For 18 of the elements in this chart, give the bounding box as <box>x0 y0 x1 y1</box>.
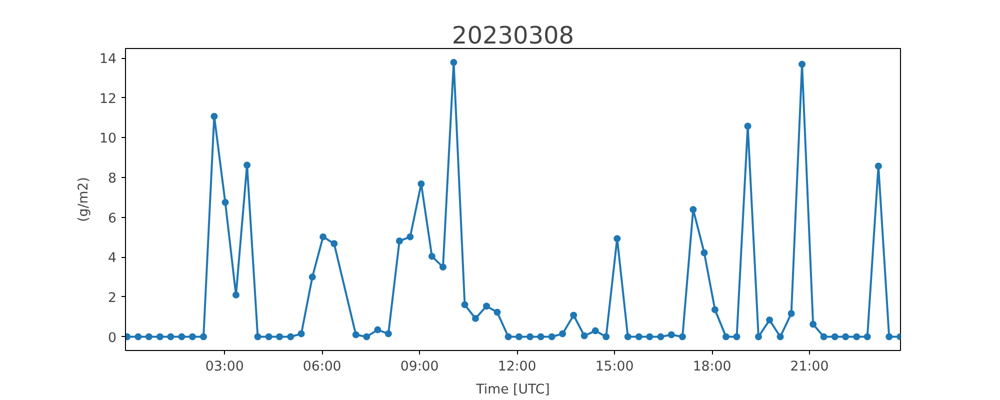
x-axis-title: Time [UTC] <box>475 382 550 398</box>
chart-title: 20230308 <box>452 22 574 50</box>
x-tick-label: 06:00 <box>302 360 342 374</box>
x-tick-label: 12:00 <box>498 360 536 374</box>
x-tick-label: 09:00 <box>400 360 439 374</box>
y-tick-label: 8 <box>108 172 117 186</box>
y-tick-label: 6 <box>108 211 117 226</box>
y-tick-label: 14 <box>100 52 117 68</box>
x-tick-label: 18:00 <box>692 360 732 374</box>
y-tick-label: 0 <box>108 330 117 346</box>
x-tick-label: 15:00 <box>595 360 634 374</box>
y-axis-title: (g/m2) <box>76 177 92 222</box>
x-tick-label: 21:00 <box>790 360 829 374</box>
x-tick-label: 03:00 <box>205 360 244 374</box>
y-tick-label: 2 <box>108 290 117 306</box>
y-tick-label: 12 <box>100 92 117 107</box>
y-tick-label: 4 <box>108 251 117 266</box>
y-tick-label: 10 <box>100 132 117 147</box>
